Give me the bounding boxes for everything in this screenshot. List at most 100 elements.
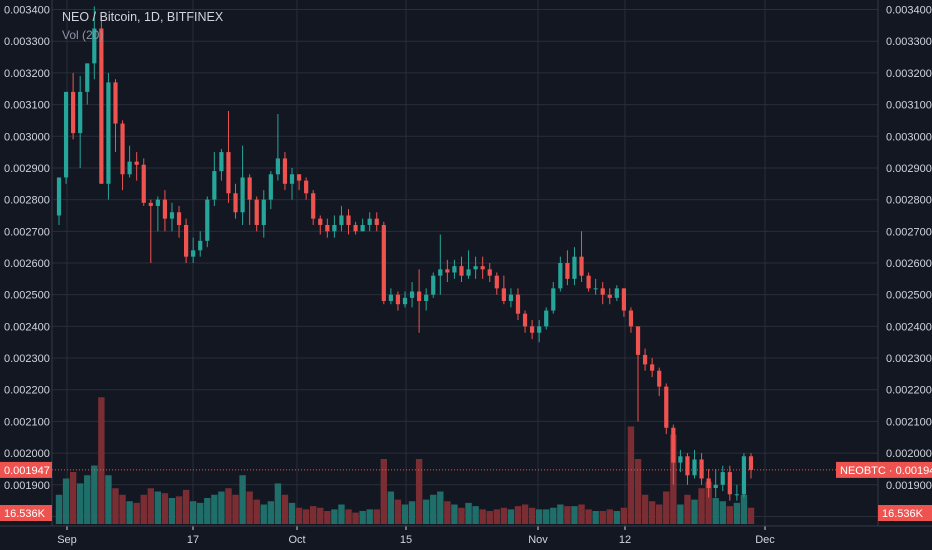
volume-bar bbox=[585, 509, 592, 524]
price-tick-left: 0.002600 bbox=[4, 258, 50, 270]
volume-bar bbox=[719, 501, 726, 524]
candle-down bbox=[395, 294, 401, 305]
volume-bar bbox=[69, 472, 77, 524]
volume-bar bbox=[112, 488, 119, 524]
price-tick-left: 0.002300 bbox=[4, 353, 50, 365]
candle-up bbox=[212, 171, 217, 200]
volume-bar bbox=[387, 491, 395, 524]
candle-down bbox=[748, 456, 754, 470]
candle-up bbox=[198, 240, 203, 251]
price-tick-right: 0.002800 bbox=[886, 195, 932, 207]
price-tick-right: 0.002300 bbox=[886, 353, 932, 365]
candle-down bbox=[727, 472, 732, 495]
candle-down bbox=[628, 310, 634, 327]
volume-bar bbox=[246, 491, 253, 524]
volume-bar bbox=[437, 491, 444, 524]
volume-bar bbox=[557, 504, 564, 524]
grid-lines bbox=[52, 0, 878, 526]
volume-bar bbox=[479, 509, 486, 524]
price-tick-right: 0.002600 bbox=[886, 258, 932, 270]
candle-up bbox=[169, 212, 175, 219]
volume-bar bbox=[606, 509, 613, 524]
candle-down bbox=[459, 266, 464, 276]
price-tick-left: 0.002400 bbox=[4, 321, 50, 333]
volume-bar bbox=[281, 494, 289, 524]
symbol-price-badge-right[interactable]: NEOBTC · 0.001947 bbox=[836, 461, 932, 478]
price-tick-right: 0.003200 bbox=[886, 68, 932, 80]
volume-bar bbox=[211, 494, 218, 524]
volume-bar bbox=[366, 509, 373, 524]
volume-indicator-label[interactable]: Vol (20) bbox=[62, 28, 104, 42]
candle-up bbox=[409, 291, 415, 298]
candle-down bbox=[607, 294, 612, 298]
volume-bar bbox=[373, 509, 380, 524]
volume-bar bbox=[239, 475, 246, 524]
candle-down bbox=[650, 364, 655, 371]
symbol-title[interactable]: NEO / Bitcoin, 1D, BITFINEX bbox=[62, 10, 224, 24]
volume-bar bbox=[352, 512, 359, 524]
volume-bar bbox=[380, 459, 388, 524]
volume-bar bbox=[126, 501, 133, 524]
volume-badge-left[interactable]: 16.536K bbox=[0, 505, 52, 521]
candle-up bbox=[720, 472, 725, 485]
candle-down bbox=[296, 174, 302, 181]
candle-down bbox=[113, 82, 118, 124]
candle-up bbox=[268, 174, 273, 200]
volume-bar bbox=[91, 465, 98, 524]
candle-down bbox=[445, 269, 450, 273]
volume-bar bbox=[140, 494, 147, 524]
price-tick-left: 0.002200 bbox=[4, 385, 50, 397]
volume-bar bbox=[415, 459, 423, 524]
volume-bar bbox=[613, 511, 621, 524]
candle-up bbox=[106, 82, 111, 184]
candle-up bbox=[473, 266, 478, 270]
price-tick-left: 0.003000 bbox=[4, 131, 50, 143]
candle-up bbox=[537, 326, 542, 333]
price-tick-left: 0.003200 bbox=[4, 68, 50, 80]
volume-badge-right-text: 16.536K bbox=[882, 508, 924, 520]
volume-bar bbox=[331, 509, 338, 524]
price-tick-right: 0.002500 bbox=[886, 290, 932, 302]
volume-badge-right[interactable]: 16.536K bbox=[878, 505, 932, 521]
volume-bar bbox=[514, 506, 522, 524]
price-tick-right: 0.003100 bbox=[886, 100, 932, 112]
volume-bar bbox=[253, 499, 260, 524]
price-tick-left: 0.002100 bbox=[4, 416, 50, 428]
symbol-price-badge-right-bg bbox=[836, 461, 932, 478]
volume-bar bbox=[161, 493, 169, 524]
candle-up bbox=[438, 269, 443, 276]
volume-bar bbox=[663, 491, 670, 524]
volume-bar bbox=[726, 506, 734, 524]
volume-bar bbox=[620, 507, 628, 524]
volume-bar bbox=[592, 511, 599, 524]
volume-bar bbox=[740, 494, 748, 524]
candle-up bbox=[240, 177, 245, 213]
candle-up bbox=[85, 63, 90, 92]
candle-up bbox=[593, 288, 598, 290]
volume-bar bbox=[535, 509, 543, 524]
volume-bar bbox=[119, 494, 126, 524]
price-tick-left: 0.002900 bbox=[4, 163, 50, 175]
candle-down bbox=[71, 91, 76, 134]
volume-bar bbox=[105, 475, 112, 524]
candle-up bbox=[551, 288, 556, 311]
volume-bars bbox=[55, 397, 755, 524]
candle-up bbox=[572, 256, 577, 279]
candle-up bbox=[558, 263, 563, 289]
volume-bar bbox=[168, 498, 176, 524]
time-tick-label: Nov bbox=[528, 534, 548, 546]
volume-bar bbox=[705, 481, 712, 524]
price-tick-right: 0.002400 bbox=[886, 321, 932, 333]
candle-down bbox=[579, 256, 584, 276]
candle-down bbox=[657, 370, 662, 387]
candle-down bbox=[176, 212, 182, 225]
volume-bar bbox=[627, 426, 635, 524]
last-price-badge-left[interactable]: 0.001947 bbox=[0, 461, 52, 478]
candle-down bbox=[635, 326, 641, 355]
candle-up bbox=[741, 456, 747, 495]
volume-bar bbox=[274, 483, 282, 524]
volume-bar bbox=[550, 507, 557, 524]
candle-up bbox=[508, 294, 514, 302]
candle-up bbox=[424, 294, 429, 302]
